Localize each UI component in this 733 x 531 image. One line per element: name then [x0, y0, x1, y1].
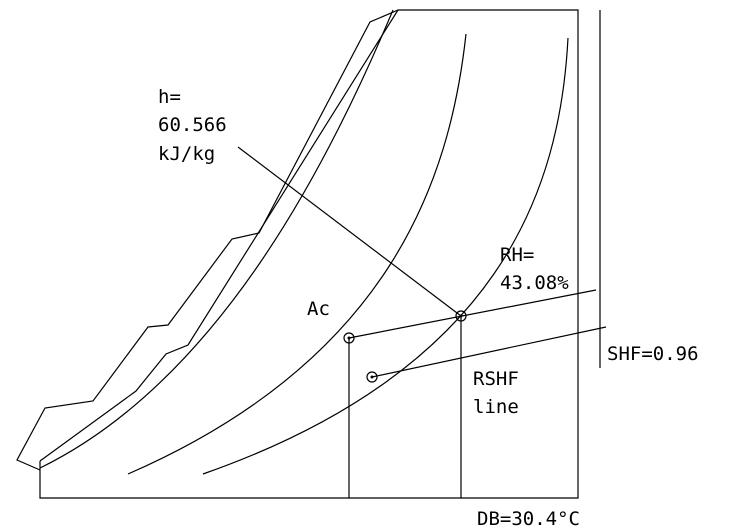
rh-label-line1: RH=: [500, 244, 534, 266]
shf-line: [348, 289, 597, 339]
enthalpy-line: [237, 146, 462, 317]
rshf-label-line2: line: [473, 396, 519, 418]
enthalpy-label-line2: 60.566: [158, 114, 227, 136]
enthalpy-label-line3: kJ/kg: [158, 143, 215, 165]
dry-bulb-label: DB=30.4°C: [477, 508, 580, 530]
state-point-marker: [455, 310, 467, 322]
ac-point-marker: [343, 332, 355, 344]
shf-label: SHF=0.96: [607, 343, 699, 365]
saturation-curve: [39, 9, 394, 469]
rshf-point-marker: [366, 371, 378, 383]
chart-outline: [39, 9, 579, 499]
rh-label-line2: 43.08%: [500, 272, 569, 294]
rh-curve-inner: [202, 37, 569, 475]
enthalpy-label-line1: h=: [158, 86, 181, 108]
rshf-line: [371, 326, 607, 378]
saturation-staircase: [16, 9, 399, 471]
rh-curve-outer: [127, 33, 467, 475]
ac-label: Ac: [307, 298, 330, 320]
rshf-label-line1: RSHF: [473, 368, 519, 390]
